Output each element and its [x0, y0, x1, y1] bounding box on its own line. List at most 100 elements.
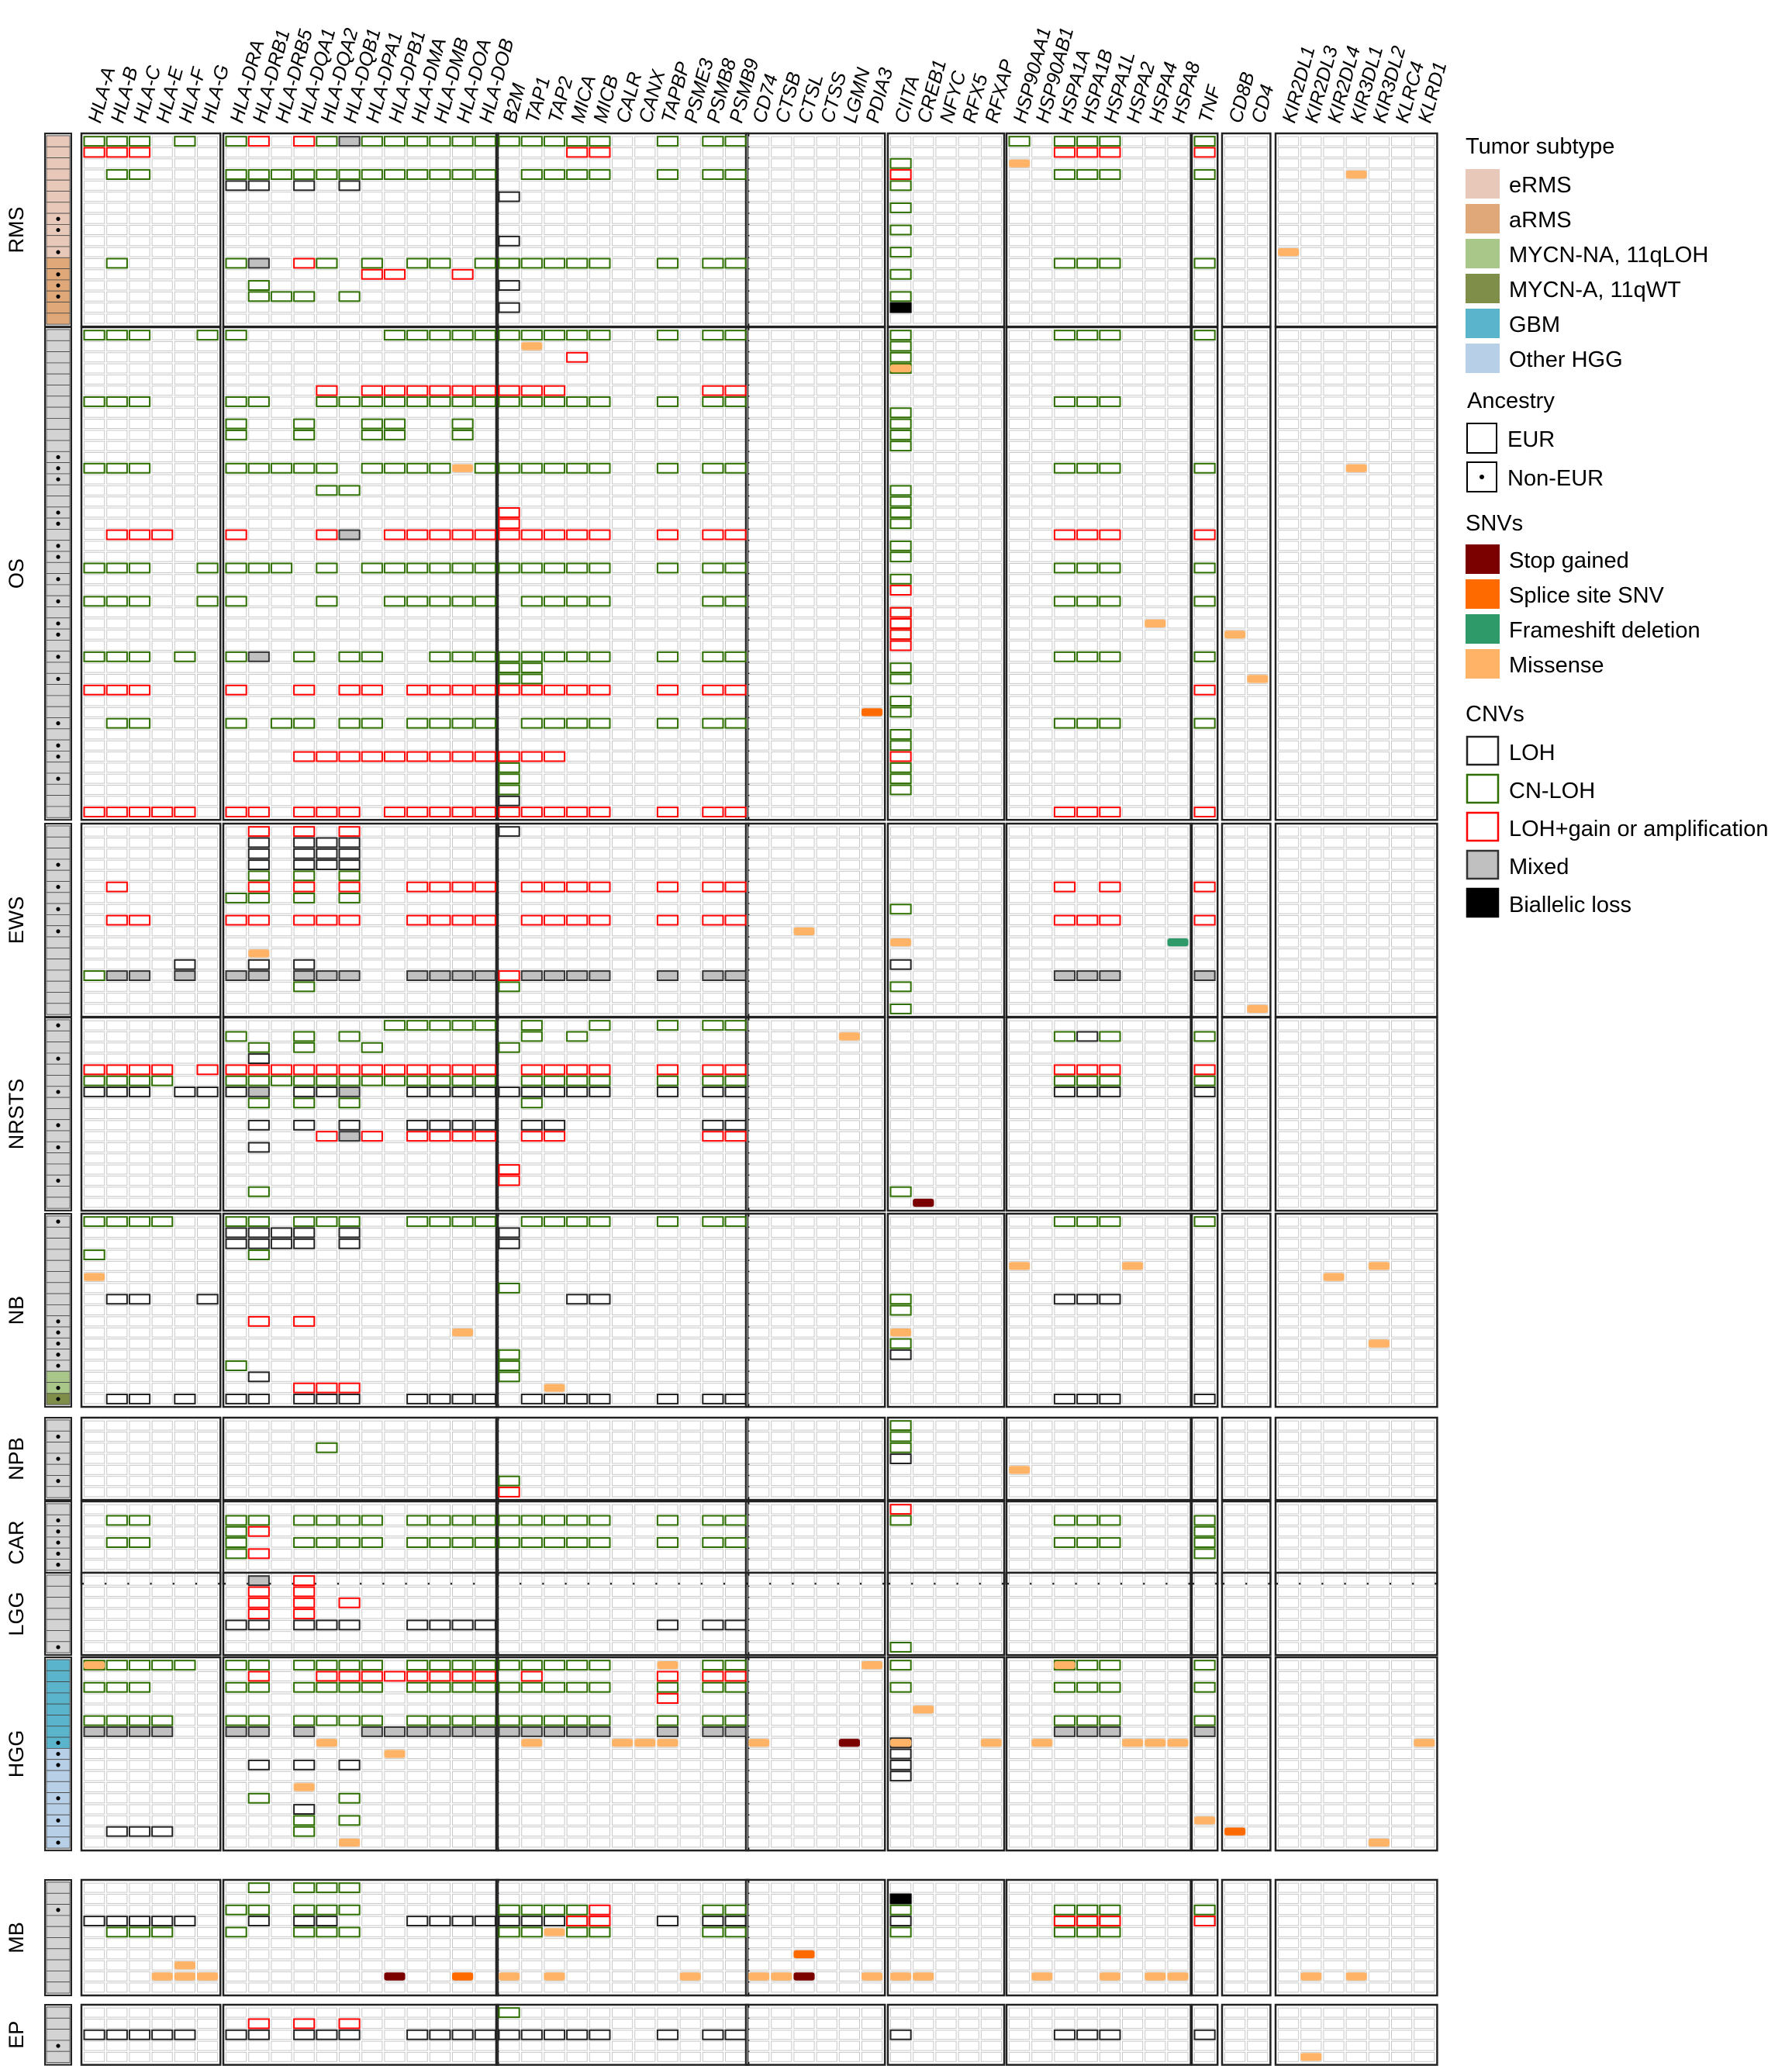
grid-cell: [958, 959, 979, 970]
grid-cell: [1099, 192, 1121, 202]
grid-cell: [1145, 180, 1166, 191]
grid-cell: [1414, 740, 1435, 751]
grid-cell: [838, 826, 861, 837]
grid-cell: [271, 785, 292, 795]
grid-cell: [248, 762, 270, 773]
grid-cell: [566, 374, 588, 385]
cnv-cn-loh: [656, 562, 679, 574]
grid-cell: [429, 363, 451, 374]
grid-cell: [384, 202, 406, 213]
grid-cell: [913, 192, 934, 202]
grid-cell: [226, 269, 247, 280]
grid-cell: [1009, 452, 1031, 462]
grid-cell: [316, 574, 337, 585]
grid-cell: [1323, 474, 1345, 485]
annotation-cell: [46, 257, 71, 269]
grid-cell: [838, 363, 861, 374]
grid-cell: [725, 641, 747, 651]
grid-cell: [748, 385, 770, 396]
grid-cell: [1368, 136, 1390, 147]
grid-cell: [1278, 236, 1300, 247]
grid-cell: [1323, 407, 1345, 418]
grid-cell: [958, 258, 979, 268]
grid-cell: [271, 651, 292, 662]
grid-cell: [589, 180, 610, 191]
grid-cell: [106, 247, 128, 257]
grid-cell: [84, 225, 105, 236]
grid-cell: [958, 807, 979, 817]
grid-cell: [958, 202, 979, 213]
grid-cell: [679, 607, 701, 618]
grid-cell: [361, 258, 383, 268]
grid-cell: [293, 341, 315, 351]
grid-cell: [339, 696, 361, 707]
grid-cell: [771, 740, 792, 751]
grid-cell: [771, 341, 792, 351]
grid-cell: [475, 948, 496, 959]
grid-cell: [679, 452, 701, 462]
grid-cell: [816, 485, 837, 496]
grid-cell: [1414, 236, 1435, 247]
grid-cell: [1145, 419, 1166, 429]
grid-cell: [748, 313, 770, 324]
cnv-loh-gain-or-amplification: [520, 807, 543, 817]
cnv-cn-loh: [128, 596, 151, 607]
grid-cell: [634, 662, 656, 673]
grid-cell: [566, 882, 588, 893]
grid-cell: [657, 407, 678, 418]
grid-cell: [702, 596, 723, 606]
grid-cell: [197, 707, 219, 717]
grid-cell: [174, 915, 196, 925]
cnv-cn-loh: [270, 562, 293, 574]
grid-cell: [838, 269, 861, 280]
grid-cell: [1391, 651, 1413, 662]
annotation-cell: [46, 584, 71, 596]
grid-cell: [1391, 629, 1413, 640]
grid-cell: [1414, 352, 1435, 363]
grid-cell: [1247, 785, 1269, 795]
grid-cell: [634, 1004, 656, 1014]
grid-cell: [634, 807, 656, 817]
grid-cell: [174, 202, 196, 213]
grid-cell: [1194, 385, 1216, 396]
cnv-cn-loh: [589, 596, 611, 607]
cnv-cn-loh: [429, 136, 451, 147]
grid-cell: [890, 396, 912, 407]
grid-cell: [1345, 352, 1367, 363]
grid-cell: [452, 563, 474, 573]
annotation-cell: [46, 561, 71, 574]
cnv-cn-loh: [656, 257, 679, 269]
grid-cell: [1167, 269, 1189, 280]
grid-cell: [657, 158, 678, 169]
grid-cell: [248, 596, 270, 606]
cnv-cn-loh: [105, 596, 128, 607]
grid-cell: [1122, 662, 1144, 673]
cnv-loh-gain-or-amplification: [520, 751, 543, 762]
grid-cell: [84, 629, 105, 640]
grid-cell: [129, 641, 150, 651]
cnv-loh-gain-or-amplification: [656, 529, 679, 541]
grid-cell: [725, 430, 747, 440]
grid-cell: [452, 291, 474, 302]
grid-cell: [248, 496, 270, 507]
grid-cell: [612, 269, 634, 280]
grid-cell: [293, 551, 315, 562]
grid-cell: [657, 496, 678, 507]
cnv-loh-gain-or-amplification: [83, 147, 105, 158]
grid-cell: [129, 629, 150, 640]
grid-cell: [838, 136, 861, 147]
grid-cell: [429, 903, 451, 914]
grid-cell: [1391, 641, 1413, 651]
grid-cell: [838, 596, 861, 606]
grid-cell: [838, 213, 861, 224]
grid-cell: [475, 751, 496, 762]
grid-cell: [452, 937, 474, 948]
cnv-cn-loh: [889, 247, 912, 258]
grid-cell: [1278, 530, 1300, 540]
cnv-loh-gain-or-amplification: [451, 268, 474, 280]
grid-cell: [361, 618, 383, 629]
grid-cell: [612, 826, 634, 837]
grid-cell: [429, 937, 451, 948]
cnv-cn-loh: [383, 330, 406, 341]
grid-cell: [725, 180, 747, 191]
